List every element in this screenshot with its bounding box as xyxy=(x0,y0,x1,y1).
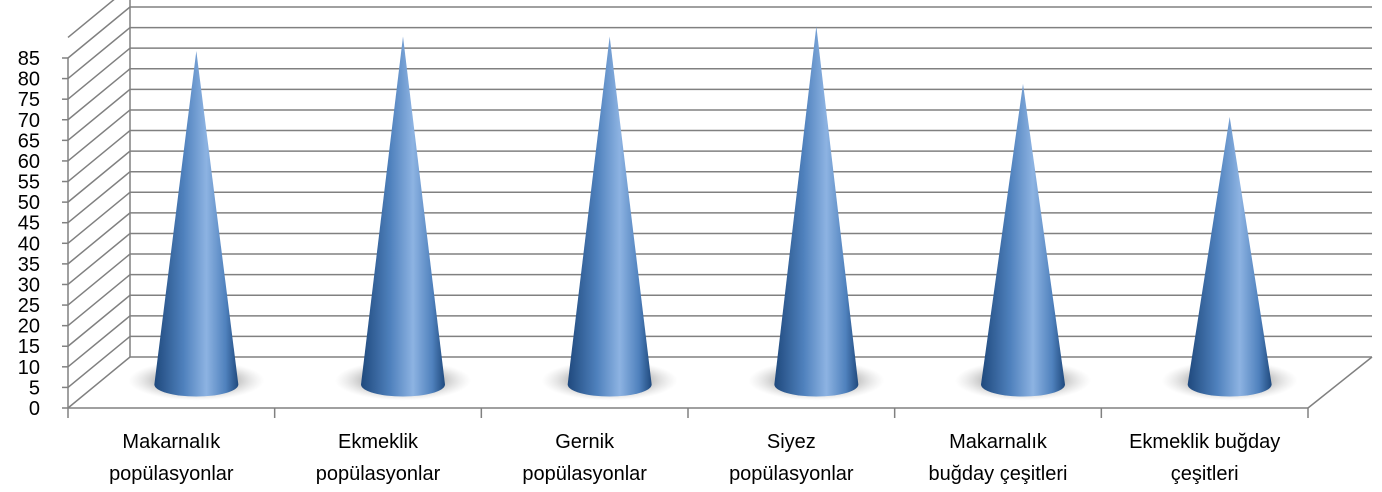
gridline-side xyxy=(67,27,131,80)
cone-body xyxy=(981,83,1065,397)
gridline-side xyxy=(67,212,131,265)
y-tick-label: 25 xyxy=(18,295,40,317)
gridline-side xyxy=(67,88,131,141)
y-tick-label: 60 xyxy=(18,151,40,173)
y-tick-label: 75 xyxy=(18,89,40,111)
y-tick-label: 5 xyxy=(29,377,40,399)
y-tick-label: 65 xyxy=(18,130,40,152)
cone-body xyxy=(361,36,445,397)
gridline-side xyxy=(67,68,131,121)
gridline-side xyxy=(67,294,131,347)
cone-bar xyxy=(955,83,1091,401)
cone-bar xyxy=(128,50,265,401)
y-tick-label: 35 xyxy=(18,254,40,276)
y-tick-label: 15 xyxy=(18,336,40,358)
y-tick-label: 0 xyxy=(29,398,40,420)
gridline-side xyxy=(67,274,131,327)
cone-body xyxy=(1187,116,1272,397)
x-category-label-line: popülasyonlar xyxy=(316,463,441,485)
cone-body xyxy=(774,26,859,397)
y-tick-label: 50 xyxy=(18,192,40,214)
x-category-label-line: çeşitleri xyxy=(1171,463,1239,485)
x-category-label-line: popülasyonlar xyxy=(109,463,234,485)
cone-bar xyxy=(1161,116,1298,401)
gridline-side xyxy=(67,171,131,224)
y-tick-label: 55 xyxy=(18,172,40,194)
gridline-side xyxy=(67,6,131,59)
x-category-label: Makarnalık popülasyonlar xyxy=(109,431,234,485)
gridline-side xyxy=(67,129,131,183)
x-category-label: Makarnalık buğday çeşitleri xyxy=(929,431,1068,485)
y-tick-label: 30 xyxy=(18,274,40,296)
gridline-side xyxy=(67,335,131,388)
cone-body xyxy=(154,50,239,397)
gridline-side xyxy=(67,47,131,100)
x-category-label: Ekmeklik popülasyonlar xyxy=(316,431,441,485)
y-tick-label: 70 xyxy=(18,110,40,132)
x-category-label-line: popülasyonlar xyxy=(729,463,854,485)
gridline-side xyxy=(67,232,131,286)
x-category-label-line: Gernik xyxy=(555,431,615,453)
y-tick-label: 45 xyxy=(18,213,40,235)
y-tick-label: 80 xyxy=(18,69,40,91)
y-tick-label: 20 xyxy=(18,316,40,338)
x-category-label: Siyez popülasyonlar xyxy=(729,431,854,485)
y-tick-label: 10 xyxy=(18,357,40,379)
gridline-side xyxy=(67,356,131,409)
gridline-side xyxy=(67,191,131,244)
gridlines xyxy=(67,0,1372,409)
x-category-label: Ekmeklik buğday çeşitleri xyxy=(1129,431,1280,485)
y-tick-label: 40 xyxy=(18,233,40,255)
x-category-label-line: Ekmeklik xyxy=(338,431,419,453)
x-category-label-line: Ekmeklik buğday xyxy=(1129,431,1280,453)
x-category-label-line: Makarnalık xyxy=(949,431,1048,453)
x-category-label-line: buğday çeşitleri xyxy=(929,463,1068,485)
x-category-label-line: Makarnalık xyxy=(122,431,221,453)
cone-bar xyxy=(335,36,471,401)
cone-bar xyxy=(541,36,678,401)
gridline-side xyxy=(67,253,131,306)
gridline-side xyxy=(67,315,131,368)
x-category-label-line: Siyez xyxy=(767,431,816,453)
cone-body xyxy=(567,36,652,397)
floor-right-edge xyxy=(1307,356,1373,409)
gridline-side xyxy=(67,150,131,203)
gridline-side xyxy=(67,0,115,38)
x-axis-category-labels: Makarnalık popülasyonlar Ekmeklik popülasyo… xyxy=(109,431,1280,485)
cones xyxy=(128,26,1298,401)
x-category-label-line: popülasyonlar xyxy=(522,463,647,485)
x-category-label: Gernik popülasyonlar xyxy=(522,431,647,485)
gridline-side xyxy=(67,109,131,162)
axes xyxy=(67,58,1373,418)
y-tick-label: 85 xyxy=(18,48,40,70)
cone-bar xyxy=(748,26,885,401)
